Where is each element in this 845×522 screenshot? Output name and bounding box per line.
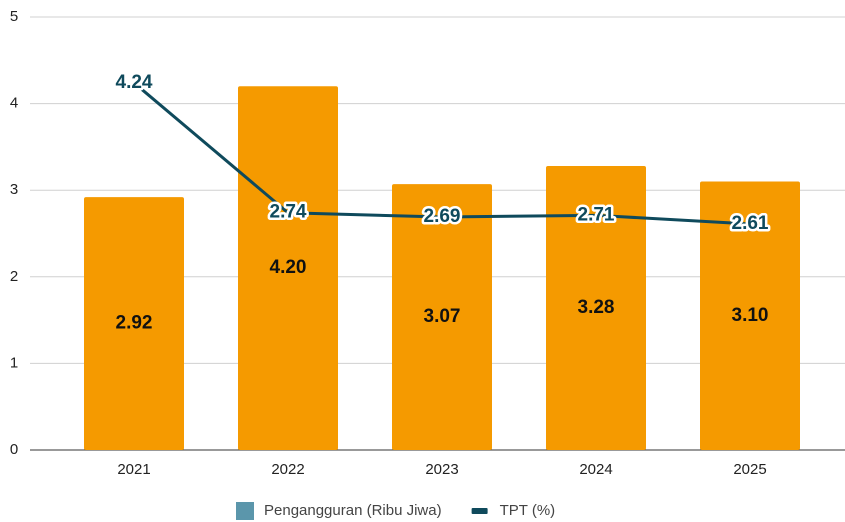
line (133, 81, 751, 226)
legend-label: TPT (%) (500, 502, 556, 519)
legend-swatch (471, 508, 488, 514)
x-tick-label: 2023 (425, 461, 458, 478)
line-label: 2.69 (424, 206, 461, 227)
y-tick-label: 0 (10, 441, 18, 458)
bar (546, 165, 646, 450)
line-label: 4.24 (116, 72, 153, 93)
y-tick-label: 2 (10, 268, 18, 285)
y-tick-label: 3 (10, 181, 18, 198)
bar (392, 184, 492, 450)
y-tick-label: 1 (10, 354, 18, 371)
line-label: 2.71 (578, 204, 615, 225)
x-tick-label: 2024 (579, 461, 612, 478)
bar (238, 86, 338, 450)
bar-label: 3.07 (424, 306, 461, 327)
legend-label: Pengangguran (Ribu Jiwa) (264, 502, 442, 519)
bar (84, 197, 184, 450)
x-tick-label: 2025 (733, 461, 766, 478)
y-tick-label: 4 (10, 95, 18, 112)
bar-label: 3.28 (578, 297, 615, 318)
bar-label: 3.10 (732, 305, 769, 326)
line-label: 2.74 (270, 202, 307, 223)
y-tick-label: 5 (10, 8, 18, 25)
x-tick-label: 2022 (271, 461, 304, 478)
x-tick-label: 2021 (117, 461, 150, 478)
bar-label: 4.20 (270, 257, 307, 278)
bar (700, 181, 800, 451)
line-label: 2.61 (732, 213, 769, 234)
bar-label: 2.92 (116, 313, 153, 334)
legend-swatch (236, 502, 254, 520)
